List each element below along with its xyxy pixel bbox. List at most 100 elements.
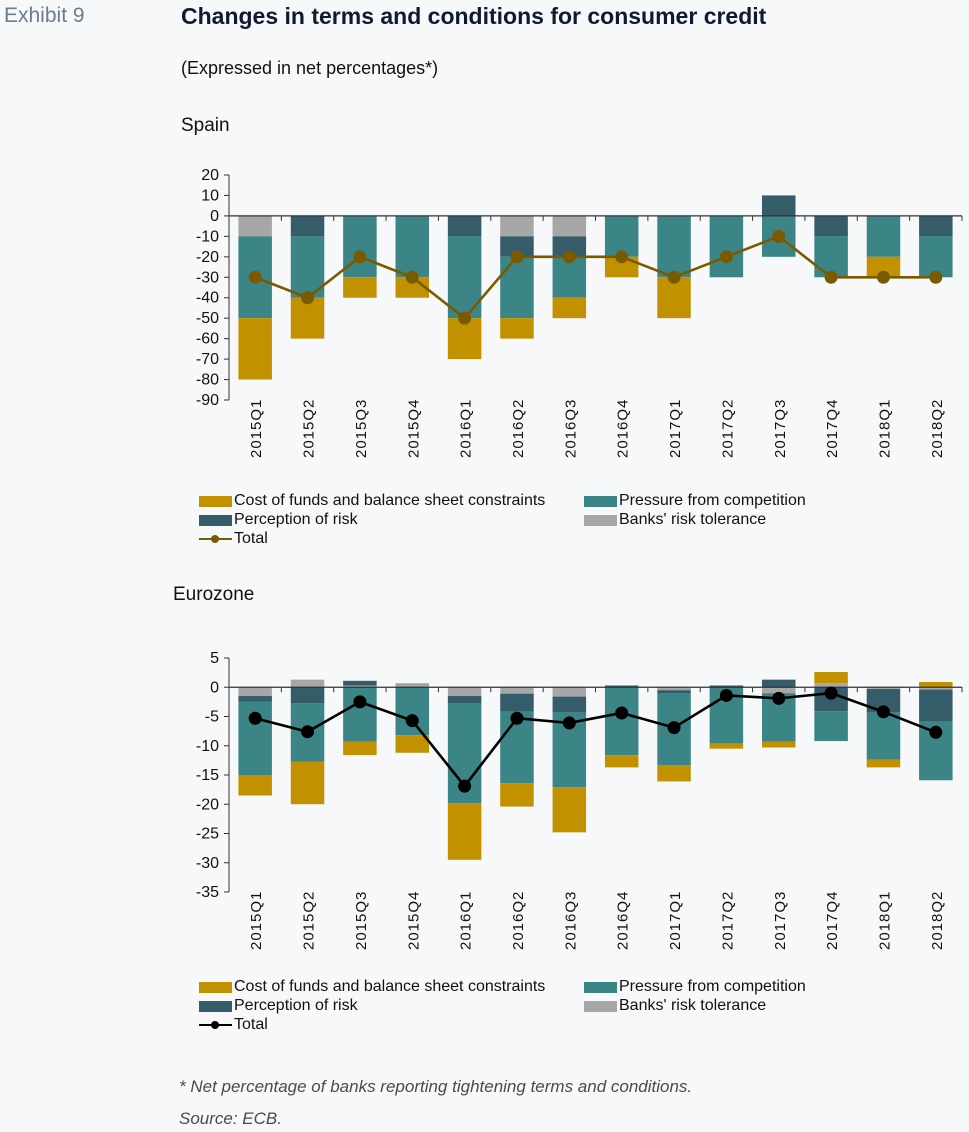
legend-item-tolerance: Banks' risk tolerance [584,997,766,1015]
bar-cost [657,277,691,319]
total-point [353,250,367,264]
y-tick-label: -60 [196,331,219,348]
bar-competition [709,215,744,278]
x-tick-label: 2015Q3 [353,891,370,950]
legend-swatch [199,1000,232,1012]
legend-swatch [199,1019,232,1031]
bar-cost [290,761,325,805]
bar-competition [500,256,534,319]
bar-risk [919,215,953,237]
total-point [615,250,629,264]
x-tick-label: 2015Q3 [353,399,370,458]
total-point [510,250,524,264]
legend-label: Perception of risk [234,997,358,1014]
x-tick-label: 2018Q1 [876,399,893,458]
legend-label: Cost of funds and balance sheet constrai… [234,492,546,509]
total-point [562,250,576,264]
x-tick-label: 2017Q3 [772,891,789,950]
bar-competition [657,215,691,278]
bar-competition [604,215,639,257]
bar-cost [919,681,953,688]
spain-panel-title: Spain [181,115,230,136]
footnote: * Net percentage of banks reporting tigh… [179,1077,693,1096]
total-point [301,725,315,739]
y-tick-label: 20 [201,167,219,184]
y-tick-label: -30 [196,269,219,286]
x-tick-label: 2017Q4 [824,399,841,458]
bar-risk [500,236,534,257]
total-point [929,725,943,739]
x-tick-label: 2017Q1 [667,399,684,458]
y-tick-label: 0 [210,208,219,225]
chart-subtitle: (Expressed in net percentages*) [181,58,439,78]
y-tick-label: -90 [196,392,219,409]
legend-label: Banks' risk tolerance [619,997,767,1014]
bar-cost [290,297,325,339]
bar-risk [814,215,848,237]
bar-cost [238,318,272,380]
legend-swatch [584,981,617,993]
bar-tolerance [761,687,796,694]
bar-cost [657,765,691,782]
bar-tolerance [500,215,534,237]
bar-competition [552,256,587,298]
bar-risk [552,236,587,257]
y-tick-label: -30 [196,855,219,872]
legend-label: Total [234,530,268,547]
chart-title: Changes in terms and conditions for cons… [181,3,767,29]
total-point [824,270,838,284]
x-tick-label: 2017Q4 [824,891,841,950]
y-tick-label: -5 [205,709,219,726]
bar-cost [343,277,377,298]
x-tick-label: 2016Q3 [562,891,579,950]
bar-competition [395,215,430,278]
bar-risk [447,215,482,237]
bar-cost [761,741,796,748]
bar-risk [552,696,587,713]
legend-swatch [199,514,232,526]
bar-tolerance [238,215,272,237]
y-tick-label: -10 [196,228,219,245]
x-tick-label: 2016Q4 [615,399,632,458]
spain-chart: 20 10 0 -10 -20 -30 -40 -50 -60 -70 -80 -90 2015Q1 20… [196,167,963,458]
bar-tolerance [395,683,430,688]
legend-swatch [584,495,617,507]
x-tick-label: 2018Q2 [929,891,946,950]
legend-label: Banks' risk tolerance [619,511,767,528]
x-tick-label: 2016Q2 [510,399,527,458]
x-tick-label: 2017Q3 [772,399,789,458]
y-tick-label: -35 [196,884,219,901]
legend-label: Perception of risk [234,511,358,528]
bar-risk [500,693,534,712]
total-point [353,695,367,709]
bar-risk [604,685,639,688]
legend-item-risk: Perception of risk [199,997,358,1015]
total-point [615,706,629,720]
total-point [719,688,733,702]
bar-risk [447,696,482,704]
bar-cost [447,318,482,360]
legend-swatch [584,514,617,526]
bar-risk [290,215,325,237]
legend-label: Total [234,1016,268,1033]
total-point [772,229,786,243]
legend-label: Cost of funds and balance sheet constrai… [234,978,546,995]
eurozone-chart: 5 0 -5 -10 -15 -20 -25 -30 -35 2015Q1 2015Q2 2015Q3… [196,650,963,950]
total-point [510,711,524,725]
bar-cost [709,743,744,749]
bar-cost [500,783,534,807]
bar-cost [866,256,901,278]
legend-item-competition: Pressure from competition [584,978,806,996]
bar-tolerance [919,687,953,690]
bar-risk [343,680,377,686]
bar-cost [604,755,639,768]
total-line [254,691,937,789]
x-tick-label: 2017Q2 [719,891,736,950]
x-tick-label: 2015Q4 [405,399,422,458]
bar-cost [343,741,377,756]
bar-risk [709,685,744,688]
x-tick-label: 2016Q1 [458,399,475,458]
x-tick-label: 2015Q2 [301,399,318,458]
x-tick-label: 2016Q2 [510,891,527,950]
bar-tolerance [290,679,325,688]
